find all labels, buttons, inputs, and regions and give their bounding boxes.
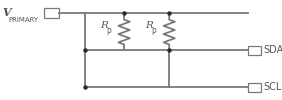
Text: R: R	[145, 22, 153, 30]
Text: PRIMARY: PRIMARY	[8, 17, 38, 23]
Text: V: V	[3, 7, 12, 18]
Text: R: R	[100, 22, 108, 30]
Text: P: P	[151, 28, 156, 37]
Text: SCL: SCL	[264, 82, 282, 92]
Text: P: P	[106, 28, 111, 37]
Bar	[248, 82, 261, 92]
Bar	[44, 8, 59, 18]
Text: SDA: SDA	[264, 45, 282, 55]
Bar	[248, 46, 261, 54]
